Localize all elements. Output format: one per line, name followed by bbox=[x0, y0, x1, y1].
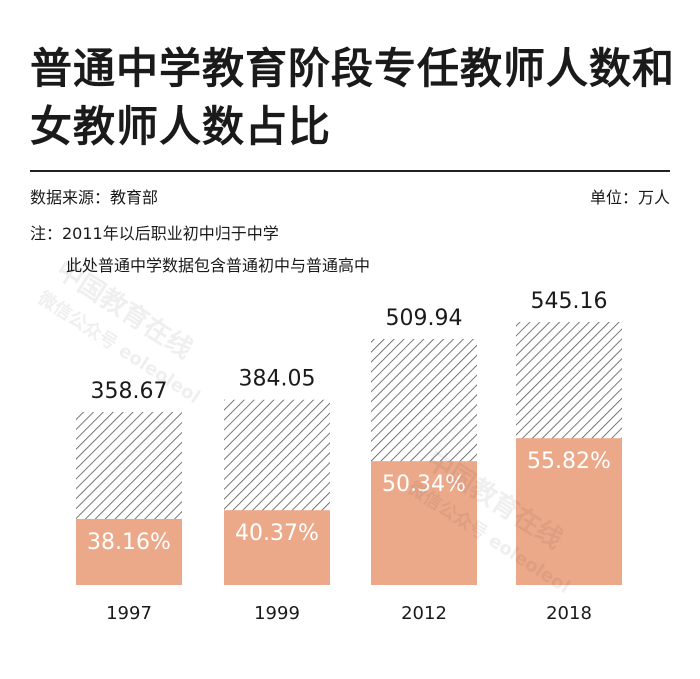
total-label-1997: 358.67 bbox=[91, 379, 168, 404]
percent-label-2012: 50.34% bbox=[382, 472, 466, 497]
percent-label-2018: 55.82% bbox=[527, 449, 611, 474]
bar-female-2018 bbox=[516, 438, 622, 585]
x-tick-2018: 2018 bbox=[546, 603, 592, 624]
bar-female-2012 bbox=[371, 461, 477, 585]
note-line-2: 此处普通中学数据包含普通初中与普通高中 bbox=[66, 256, 371, 275]
x-tick-1999: 1999 bbox=[254, 603, 300, 624]
bar-female-1999 bbox=[224, 510, 330, 585]
data-source: 数据来源：教育部 bbox=[30, 188, 159, 207]
bar-female-1997 bbox=[76, 518, 182, 585]
title-divider bbox=[30, 170, 670, 172]
x-tick-2012: 2012 bbox=[401, 603, 447, 624]
total-label-2012: 509.94 bbox=[386, 306, 463, 331]
percent-label-1997: 38.16% bbox=[87, 530, 171, 555]
page-title: 普通中学教育阶段专任教师人数和女教师人数占比 bbox=[30, 44, 676, 151]
total-label-2018: 545.16 bbox=[531, 289, 608, 314]
meta-row: 数据来源：教育部 单位：万人 bbox=[30, 184, 670, 208]
unit-label: 单位：万人 bbox=[589, 188, 670, 207]
total-label-1999: 384.05 bbox=[239, 367, 316, 392]
note-line-1: 注：2011年以后职业初中归于中学 bbox=[30, 224, 279, 243]
x-tick-1997: 1997 bbox=[106, 603, 152, 624]
percent-label-1999: 40.37% bbox=[235, 521, 319, 546]
